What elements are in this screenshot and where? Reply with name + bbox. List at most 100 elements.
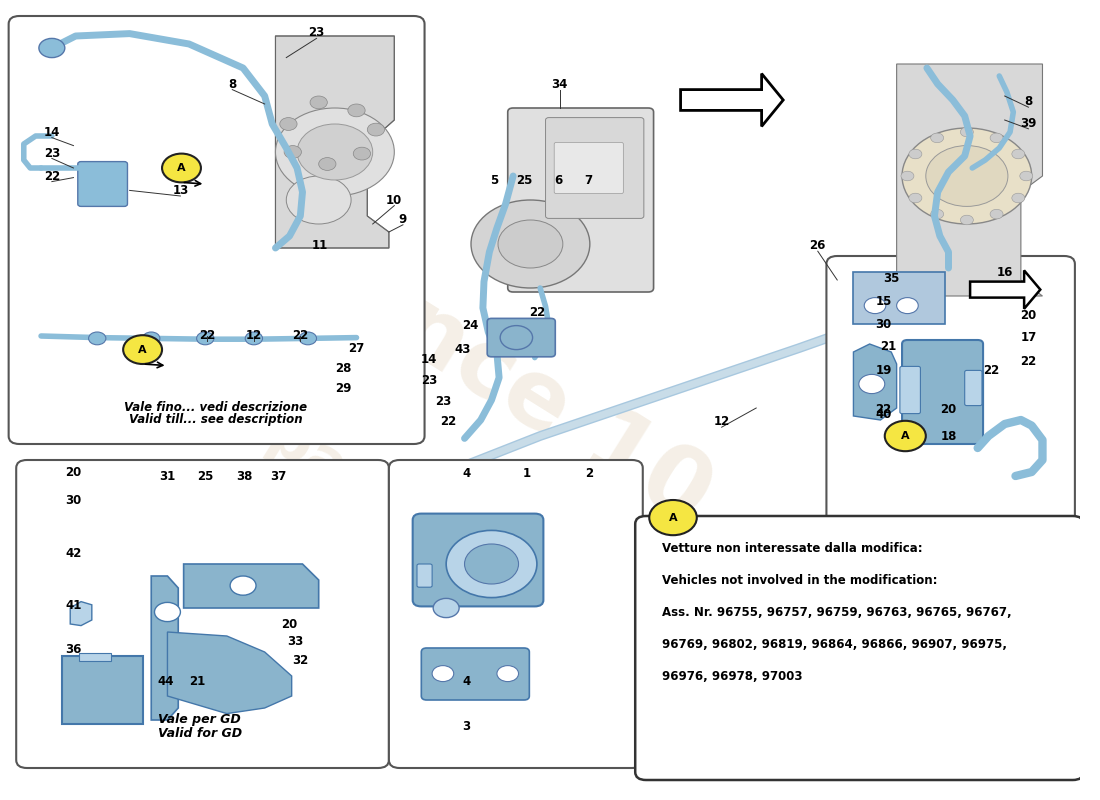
Circle shape <box>245 332 263 345</box>
Text: since 10...: since 10... <box>305 232 818 600</box>
Text: A: A <box>669 513 678 522</box>
FancyBboxPatch shape <box>546 118 644 218</box>
Text: 42: 42 <box>65 547 81 560</box>
Circle shape <box>279 118 297 130</box>
FancyBboxPatch shape <box>635 516 1084 780</box>
Text: 22: 22 <box>876 403 892 416</box>
Circle shape <box>909 194 922 202</box>
Text: Vale fino... vedi descrizione: Vale fino... vedi descrizione <box>124 401 308 414</box>
Polygon shape <box>970 270 1041 309</box>
Text: 1: 1 <box>524 467 531 480</box>
Text: A: A <box>901 431 910 441</box>
Text: 22: 22 <box>529 306 544 318</box>
Text: 20: 20 <box>940 403 957 416</box>
FancyBboxPatch shape <box>417 564 432 587</box>
Text: 28: 28 <box>336 362 352 374</box>
Polygon shape <box>681 74 783 126</box>
Circle shape <box>197 332 213 345</box>
Text: 22: 22 <box>440 415 456 428</box>
Text: 32: 32 <box>293 654 308 667</box>
Text: 38: 38 <box>236 470 252 482</box>
Circle shape <box>500 326 532 350</box>
Circle shape <box>498 220 563 268</box>
Circle shape <box>284 146 301 158</box>
Text: 23: 23 <box>434 395 451 408</box>
Circle shape <box>901 171 914 181</box>
FancyBboxPatch shape <box>412 514 543 606</box>
Text: Ass. Nr. 96755, 96757, 96759, 96763, 96765, 96767,: Ass. Nr. 96755, 96757, 96759, 96763, 967… <box>662 606 1012 618</box>
Text: 4: 4 <box>463 675 471 688</box>
Text: 11: 11 <box>311 239 328 252</box>
FancyBboxPatch shape <box>554 142 624 194</box>
Text: 14: 14 <box>420 354 437 366</box>
Circle shape <box>931 210 944 219</box>
Circle shape <box>960 215 974 225</box>
Text: 22: 22 <box>983 364 1000 377</box>
Polygon shape <box>854 344 896 420</box>
Text: Vehicles not involved in the modification:: Vehicles not involved in the modificatio… <box>662 574 937 586</box>
Text: 12: 12 <box>714 415 729 428</box>
Circle shape <box>902 128 1032 224</box>
Text: 25: 25 <box>197 470 213 482</box>
Circle shape <box>162 154 201 182</box>
Text: 27: 27 <box>349 342 364 354</box>
Text: 18: 18 <box>940 430 957 443</box>
Text: 29: 29 <box>336 382 352 394</box>
Text: 23: 23 <box>421 374 437 386</box>
Text: 22: 22 <box>1021 355 1036 368</box>
Text: 23: 23 <box>44 147 60 160</box>
FancyBboxPatch shape <box>9 16 425 444</box>
Polygon shape <box>275 36 394 248</box>
Circle shape <box>649 500 696 535</box>
Circle shape <box>471 200 590 288</box>
Text: 20: 20 <box>282 618 298 630</box>
FancyBboxPatch shape <box>965 370 982 406</box>
Circle shape <box>447 530 537 598</box>
Text: 21: 21 <box>880 340 896 353</box>
Text: Valid for GD: Valid for GD <box>157 727 242 740</box>
Text: 25: 25 <box>516 174 532 186</box>
Circle shape <box>896 298 918 314</box>
Circle shape <box>299 332 317 345</box>
Circle shape <box>432 666 453 682</box>
Circle shape <box>319 158 336 170</box>
Circle shape <box>1012 149 1025 158</box>
Text: 4: 4 <box>463 467 471 480</box>
Text: Vetture non interessate dalla modifica:: Vetture non interessate dalla modifica: <box>662 542 923 554</box>
Circle shape <box>367 123 385 136</box>
Circle shape <box>297 124 373 180</box>
Text: 36: 36 <box>65 643 81 656</box>
Text: 8: 8 <box>228 78 236 90</box>
Text: 44: 44 <box>157 675 174 688</box>
Text: A: A <box>177 163 186 173</box>
Text: 33: 33 <box>287 635 303 648</box>
Circle shape <box>310 96 328 109</box>
Polygon shape <box>151 576 178 720</box>
Text: 14: 14 <box>44 126 60 138</box>
Text: 39: 39 <box>1021 117 1036 130</box>
Text: 6: 6 <box>554 174 562 186</box>
Polygon shape <box>896 64 1043 296</box>
Circle shape <box>353 147 371 160</box>
Circle shape <box>275 108 394 196</box>
FancyBboxPatch shape <box>826 256 1075 524</box>
FancyBboxPatch shape <box>62 656 143 724</box>
Circle shape <box>859 374 884 394</box>
Circle shape <box>154 602 180 622</box>
Text: 20: 20 <box>65 466 81 478</box>
Text: passion for...: passion for... <box>258 407 649 681</box>
Circle shape <box>1012 194 1025 202</box>
Text: 16: 16 <box>997 266 1013 279</box>
Circle shape <box>926 146 1008 206</box>
Text: 22: 22 <box>199 329 216 342</box>
Text: 17: 17 <box>1021 331 1036 344</box>
Text: 10: 10 <box>386 194 403 206</box>
Circle shape <box>960 127 974 137</box>
Polygon shape <box>184 564 319 608</box>
Circle shape <box>497 666 518 682</box>
Circle shape <box>464 544 518 584</box>
Circle shape <box>39 38 65 58</box>
Text: 5: 5 <box>490 174 498 186</box>
Circle shape <box>89 332 106 345</box>
Circle shape <box>865 298 886 314</box>
